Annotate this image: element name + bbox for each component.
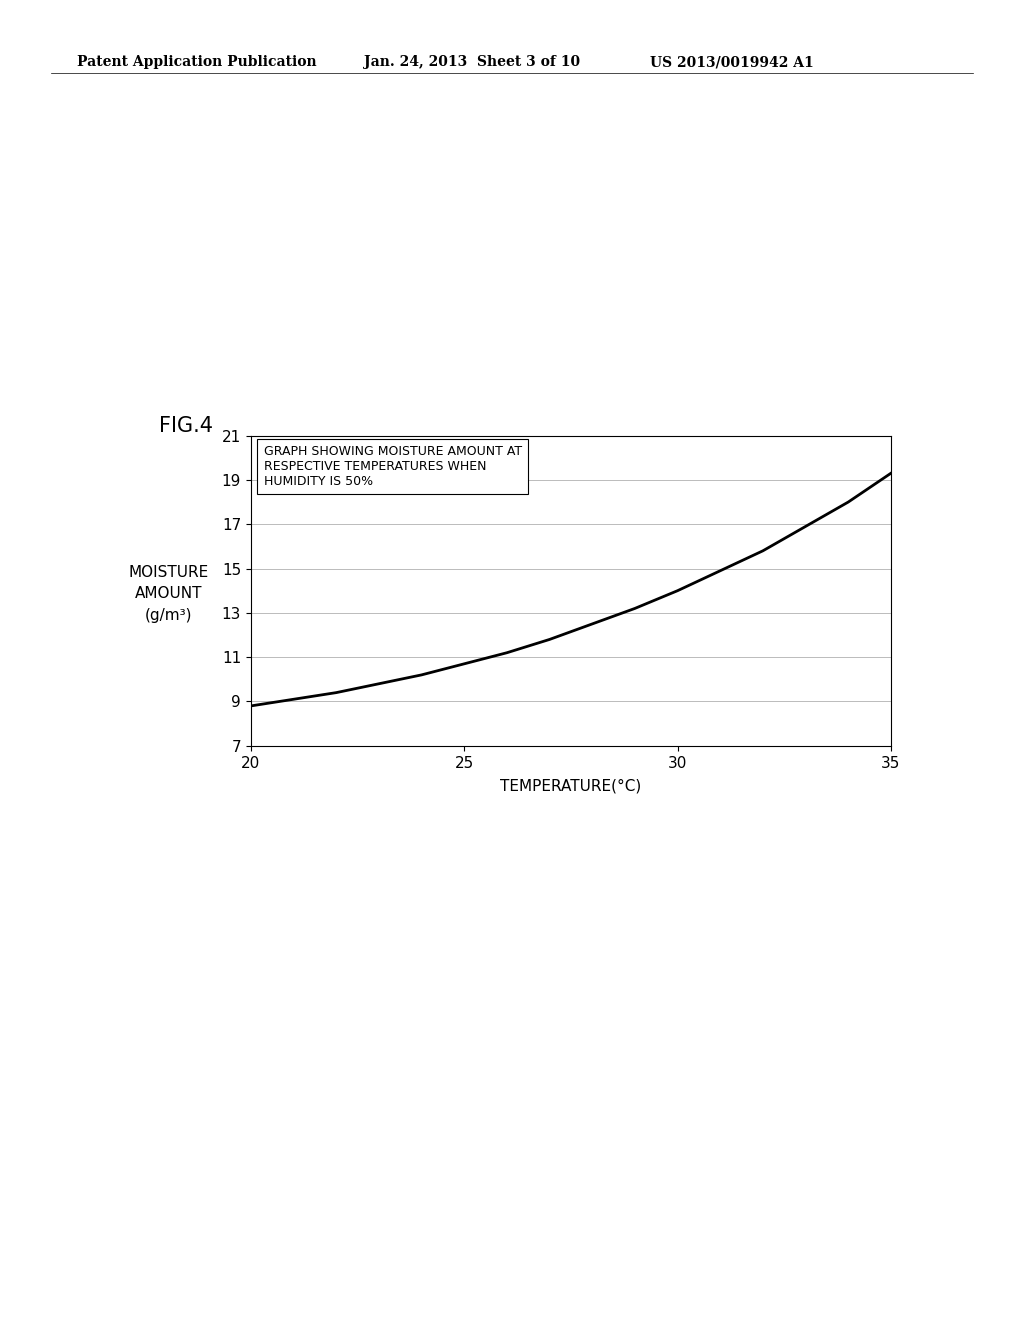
Text: Patent Application Publication: Patent Application Publication	[77, 55, 316, 70]
Text: AMOUNT: AMOUNT	[135, 586, 203, 602]
Text: MOISTURE: MOISTURE	[129, 565, 209, 581]
Text: Jan. 24, 2013  Sheet 3 of 10: Jan. 24, 2013 Sheet 3 of 10	[364, 55, 580, 70]
X-axis label: TEMPERATURE(°C): TEMPERATURE(°C)	[501, 779, 641, 793]
Text: GRAPH SHOWING MOISTURE AMOUNT AT
RESPECTIVE TEMPERATURES WHEN
HUMIDITY IS 50%: GRAPH SHOWING MOISTURE AMOUNT AT RESPECT…	[264, 445, 522, 488]
Text: US 2013/0019942 A1: US 2013/0019942 A1	[650, 55, 814, 70]
Text: FIG.4: FIG.4	[159, 416, 213, 436]
Text: (g/m³): (g/m³)	[145, 607, 193, 623]
